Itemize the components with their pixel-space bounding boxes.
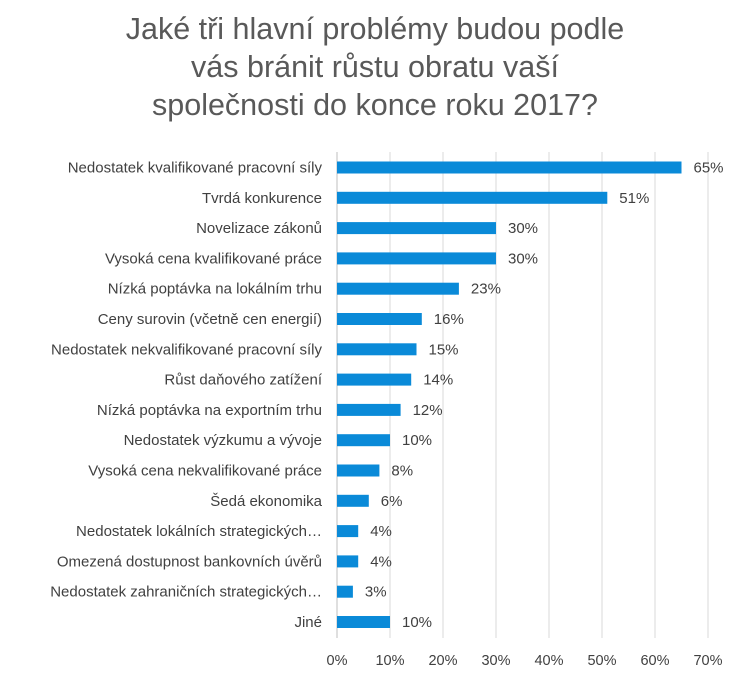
bar — [337, 525, 359, 538]
data-label: 14% — [423, 372, 453, 389]
x-tick-label: 0% — [327, 653, 348, 669]
x-tick-label: 50% — [587, 653, 616, 669]
bar — [337, 282, 459, 295]
bar — [337, 313, 422, 325]
category-label: Nedostatek výzkumu a vývoje — [124, 432, 322, 449]
chart-title-line-1: Jaké tři hlavní problémy budou podle — [125, 12, 625, 46]
bar — [337, 222, 496, 235]
category-label: Nedostatek kvalifikované pracovní síly — [68, 160, 323, 177]
bar — [337, 161, 682, 174]
data-label: 30% — [508, 220, 538, 237]
data-label: 4% — [370, 523, 392, 540]
data-label: 12% — [413, 402, 443, 419]
category-label: Tvrdá konkurence — [202, 190, 322, 207]
bar — [337, 434, 390, 447]
x-tick-label: 60% — [640, 653, 669, 669]
category-label: Nedostatek nekvalifikované pracovní síly — [51, 341, 322, 358]
category-label: Novelizace zákonů — [196, 220, 322, 237]
category-label: Jiné — [294, 614, 322, 631]
category-label: Ceny surovin (včetně cen energií) — [98, 311, 322, 328]
data-label: 10% — [402, 432, 432, 449]
category-label: Vysoká cena nekvalifikované práce — [88, 463, 322, 480]
x-tick-label: 40% — [534, 653, 563, 669]
chart-title-line-2: vás bránit růstu obratu vaší — [191, 50, 559, 84]
category-label: Vysoká cena kvalifikované práce — [105, 250, 322, 267]
bar — [337, 555, 359, 568]
bar — [337, 191, 608, 204]
category-label: Růst daňového zatížení — [164, 372, 322, 389]
data-label: 10% — [402, 614, 432, 631]
bar — [337, 373, 412, 386]
bar — [337, 616, 390, 628]
data-label: 8% — [391, 463, 413, 480]
data-label: 51% — [619, 190, 649, 207]
data-label: 23% — [471, 281, 501, 298]
data-label: 15% — [429, 341, 459, 358]
category-label: Nízká poptávka na lokálním trhu — [108, 281, 322, 298]
data-label: 30% — [508, 250, 538, 267]
bar — [337, 494, 369, 507]
bar — [337, 403, 401, 416]
bar — [337, 585, 353, 598]
x-tick-label: 70% — [693, 653, 722, 669]
category-label: Nedostatek zahraničních strategických… — [50, 584, 322, 601]
bar — [337, 464, 380, 477]
data-label: 16% — [434, 311, 464, 328]
chart-title: Jaké tři hlavní problémy budou podle vás… — [0, 10, 750, 124]
bar — [337, 252, 496, 265]
bar — [337, 343, 417, 356]
category-label: Nízká poptávka na exportním trhu — [97, 402, 322, 419]
category-label: Nedostatek lokálních strategických… — [76, 523, 322, 540]
x-tick-label: 20% — [428, 653, 457, 669]
category-label: Šedá ekonomika — [210, 493, 322, 510]
data-label: 6% — [381, 493, 403, 510]
category-label: Omezená dostupnost bankovních úvěrů — [57, 553, 322, 570]
data-label: 4% — [370, 553, 392, 570]
x-tick-label: 30% — [481, 653, 510, 669]
x-tick-label: 10% — [375, 653, 404, 669]
data-label: 65% — [694, 160, 724, 177]
data-label: 3% — [365, 584, 387, 601]
chart-title-line-3: společnosti do konce roku 2017? — [152, 88, 598, 122]
